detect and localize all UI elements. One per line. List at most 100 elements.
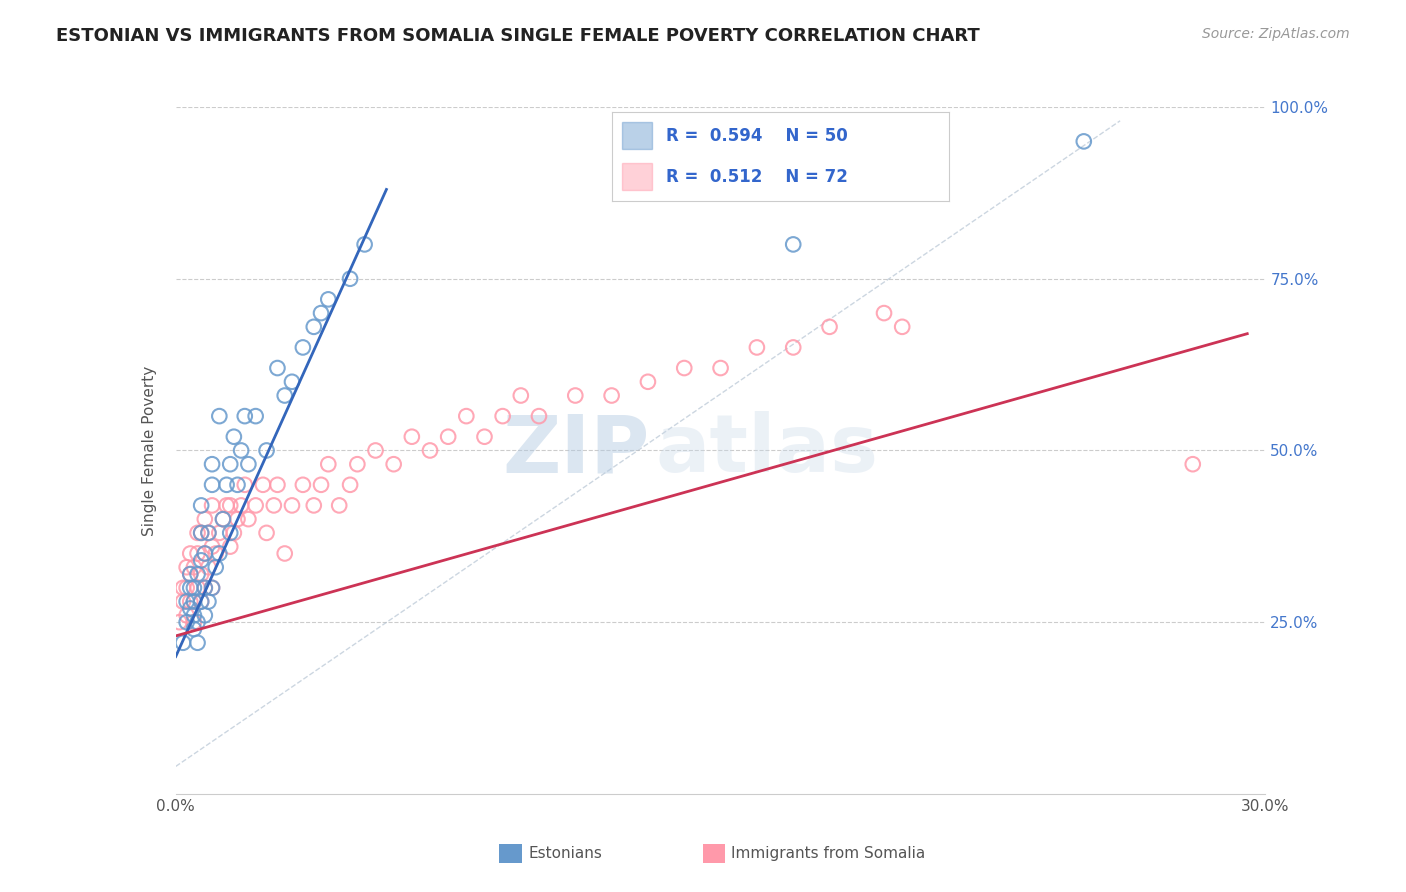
Point <box>201 581 224 595</box>
Text: atlas: atlas <box>655 411 879 490</box>
Point <box>274 546 297 561</box>
Point <box>179 601 201 615</box>
Point <box>215 499 238 513</box>
Point <box>281 375 304 389</box>
Point <box>197 560 219 574</box>
Point <box>183 608 205 623</box>
Text: R =  0.594    N = 50: R = 0.594 N = 50 <box>665 127 848 145</box>
Point <box>238 512 260 526</box>
Point <box>302 319 325 334</box>
Point <box>231 443 253 458</box>
Point <box>274 388 297 402</box>
Point <box>266 478 288 492</box>
Point <box>204 546 226 561</box>
Point <box>176 615 198 630</box>
Point <box>600 388 623 402</box>
Point <box>172 594 194 608</box>
Point <box>401 430 423 444</box>
Point <box>219 499 242 513</box>
Point <box>179 567 201 582</box>
Point <box>201 478 224 492</box>
Text: Source: ZipAtlas.com: Source: ZipAtlas.com <box>1202 27 1350 41</box>
Point <box>492 409 515 423</box>
Point <box>339 271 361 285</box>
Point <box>176 581 198 595</box>
Point <box>186 636 209 650</box>
Point <box>873 306 896 320</box>
Point <box>256 525 278 540</box>
Text: ESTONIAN VS IMMIGRANTS FROM SOMALIA SINGLE FEMALE POVERTY CORRELATION CHART: ESTONIAN VS IMMIGRANTS FROM SOMALIA SING… <box>56 27 980 45</box>
Point <box>183 622 205 636</box>
Point <box>1073 134 1095 148</box>
Point <box>339 478 361 492</box>
Point <box>222 525 245 540</box>
Point <box>245 499 267 513</box>
Point <box>194 581 217 595</box>
Point <box>201 499 224 513</box>
Point <box>474 430 496 444</box>
Point <box>281 499 304 513</box>
Point <box>179 567 201 582</box>
Point <box>212 512 235 526</box>
Point <box>194 608 217 623</box>
Point <box>266 361 288 376</box>
Point <box>208 409 231 423</box>
Point <box>190 525 212 540</box>
Point <box>201 540 224 554</box>
Point <box>818 319 841 334</box>
Point <box>346 457 368 471</box>
Point <box>318 293 340 307</box>
Text: Estonians: Estonians <box>529 847 603 861</box>
Point <box>190 525 212 540</box>
Point <box>194 512 217 526</box>
Point <box>1181 457 1204 471</box>
Bar <box>621 163 652 190</box>
Point <box>197 594 219 608</box>
Text: Immigrants from Somalia: Immigrants from Somalia <box>731 847 925 861</box>
Point <box>179 581 201 595</box>
Point <box>309 306 332 320</box>
Point <box>176 560 198 574</box>
Point <box>564 388 586 402</box>
Point <box>197 525 219 540</box>
Point <box>256 443 278 458</box>
Point <box>222 430 245 444</box>
Point <box>183 581 205 595</box>
Point <box>782 237 804 252</box>
Point <box>172 581 194 595</box>
Point <box>509 388 531 402</box>
Point <box>364 443 387 458</box>
Point <box>194 546 217 561</box>
Point <box>745 340 768 354</box>
Point <box>309 478 332 492</box>
Point <box>231 499 253 513</box>
Point <box>637 375 659 389</box>
Point <box>291 478 314 492</box>
Point <box>437 430 460 444</box>
Point <box>291 340 314 354</box>
Point <box>176 594 198 608</box>
Point <box>233 409 256 423</box>
Point <box>328 499 350 513</box>
Point <box>302 499 325 513</box>
Text: ZIP: ZIP <box>502 411 650 490</box>
Point <box>186 615 209 630</box>
Point <box>226 478 249 492</box>
Point <box>263 499 285 513</box>
Point <box>318 457 340 471</box>
Point <box>176 608 198 623</box>
Point <box>190 594 212 608</box>
Point <box>190 553 212 567</box>
Point <box>201 581 224 595</box>
Point <box>186 581 209 595</box>
Point <box>252 478 274 492</box>
Point <box>219 457 242 471</box>
Point <box>183 594 205 608</box>
Point <box>190 499 212 513</box>
Point <box>201 457 224 471</box>
Point <box>238 457 260 471</box>
Point <box>215 478 238 492</box>
Point <box>382 457 405 471</box>
Point <box>204 560 226 574</box>
Point <box>186 567 209 582</box>
